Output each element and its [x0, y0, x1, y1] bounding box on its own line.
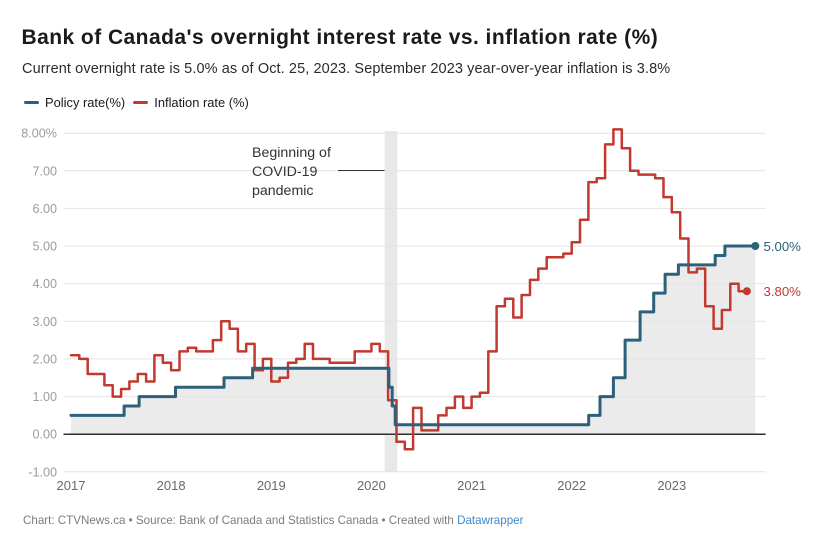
svg-text:8.00%: 8.00% [21, 127, 57, 141]
svg-text:1.00: 1.00 [32, 390, 57, 404]
svg-text:2023: 2023 [657, 478, 686, 493]
svg-text:5.00: 5.00 [32, 240, 57, 254]
svg-text:2019: 2019 [257, 478, 286, 493]
svg-text:Beginning of: Beginning of [252, 145, 331, 161]
svg-text:pandemic: pandemic [252, 183, 314, 199]
svg-text:-1.00: -1.00 [28, 465, 57, 479]
svg-text:2017: 2017 [57, 478, 86, 493]
svg-text:2.00: 2.00 [32, 352, 57, 366]
svg-text:2020: 2020 [357, 478, 386, 493]
svg-text:5.00%: 5.00% [764, 239, 802, 254]
svg-text:7.00: 7.00 [32, 164, 57, 178]
svg-text:COVID-19: COVID-19 [252, 164, 318, 180]
svg-text:4.00: 4.00 [32, 277, 57, 291]
svg-text:3.80%: 3.80% [764, 284, 802, 299]
svg-text:6.00: 6.00 [32, 202, 57, 216]
svg-text:2022: 2022 [557, 478, 586, 493]
svg-text:2021: 2021 [457, 478, 486, 493]
svg-text:0.00: 0.00 [32, 428, 57, 442]
svg-text:2018: 2018 [157, 478, 186, 493]
svg-text:3.00: 3.00 [32, 315, 57, 329]
